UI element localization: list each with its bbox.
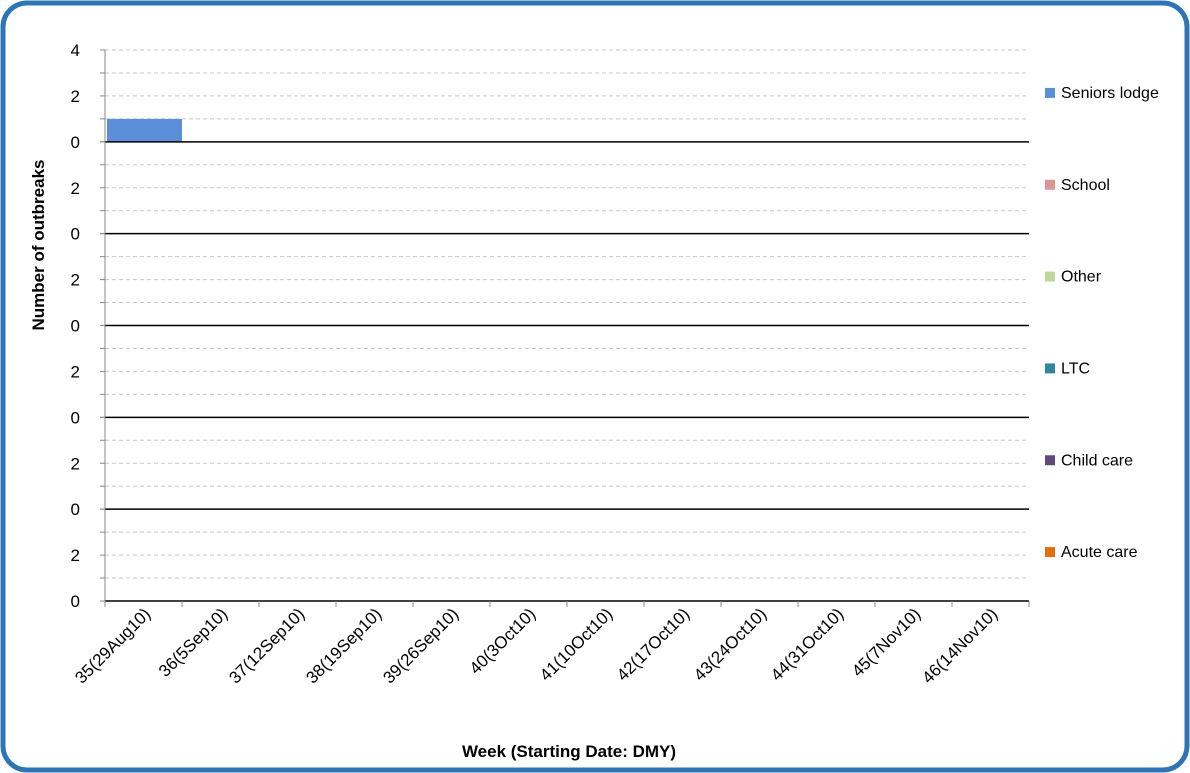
axes-layer bbox=[100, 49, 1030, 607]
bar-seniors-lodge bbox=[107, 118, 182, 142]
legend-label: Acute care bbox=[1061, 544, 1138, 561]
y-tick-label: 2 bbox=[71, 179, 80, 198]
y-tick-label: 0 bbox=[71, 133, 80, 152]
legend-label: Other bbox=[1061, 269, 1102, 286]
legend-label: LTC bbox=[1061, 360, 1090, 377]
x-axis-title: Week (Starting Date: DMY) bbox=[462, 742, 676, 761]
legend-swatch bbox=[1045, 547, 1055, 558]
y-tick-label: 0 bbox=[71, 500, 80, 519]
legend-swatch bbox=[1045, 87, 1055, 98]
legend-label: Seniors lodge bbox=[1061, 85, 1159, 102]
y-tick-label: 0 bbox=[71, 408, 80, 427]
bars-layer bbox=[107, 118, 182, 142]
legend-swatch bbox=[1045, 179, 1055, 190]
legend-swatch bbox=[1045, 455, 1055, 466]
y-tick-label: 2 bbox=[71, 454, 80, 473]
y-tick-label: 2 bbox=[71, 271, 80, 290]
y-tick-labels: 4 2 0 2 0 2 0 2 0 2 0 2 0 bbox=[71, 41, 80, 611]
legend-swatch bbox=[1045, 271, 1055, 282]
y-tick-label: 0 bbox=[71, 592, 80, 611]
y-tick-label: 4 bbox=[71, 41, 80, 60]
y-tick-label: 0 bbox=[71, 225, 80, 244]
y-tick-label: 2 bbox=[71, 546, 80, 565]
legend-label: School bbox=[1061, 177, 1110, 194]
legend-label: Child care bbox=[1061, 452, 1133, 469]
y-tick-label: 2 bbox=[71, 362, 80, 381]
y-tick-label: 0 bbox=[71, 317, 80, 336]
y-axis-title: Number of outbreaks bbox=[29, 160, 48, 331]
legend: Seniors lodge School Other LTC Child care Acu… bbox=[1045, 85, 1159, 561]
legend-swatch bbox=[1045, 363, 1055, 374]
y-tick-label: 2 bbox=[71, 87, 80, 106]
